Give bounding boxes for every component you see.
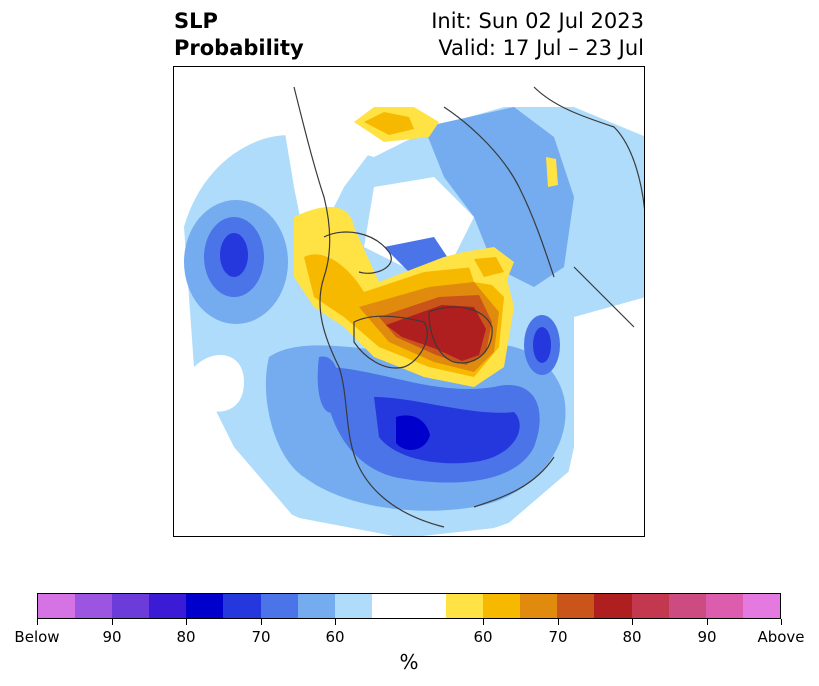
colorbar (37, 593, 781, 619)
colorbar-tick-label: Above (757, 628, 805, 646)
colorbar-tick-label: 80 (622, 628, 642, 646)
colorbar-segment (557, 594, 595, 618)
valid-range: Valid: 17 Jul – 23 Jul (438, 36, 644, 60)
colorbar-tick (632, 619, 633, 625)
colorbar-segment (705, 594, 743, 618)
map-panel (173, 66, 645, 537)
init-date: Init: Sun 02 Jul 2023 (431, 9, 644, 33)
colorbar-tick (558, 619, 559, 625)
colorbar-segment (742, 594, 780, 618)
colorbar-segment (297, 594, 335, 618)
variable-label: SLP (174, 9, 218, 33)
colorbar-tick-label: 70 (251, 628, 271, 646)
colorbar-segment (223, 594, 261, 618)
colorbar-unit: % (399, 650, 419, 674)
region-above-65-barents (474, 257, 504, 277)
region-above-60-east (546, 157, 558, 187)
colorbar-segment (446, 594, 484, 618)
product-label: Probability (174, 36, 304, 60)
region-below-75-pacific (220, 233, 248, 277)
colorbar-tick (37, 619, 38, 625)
region-above-65-siberia (364, 112, 414, 135)
colorbar-tick-label: 60 (325, 628, 345, 646)
colorbar-segment (260, 594, 298, 618)
colorbar-segment (38, 594, 76, 618)
colorbar-tick-label: 90 (697, 628, 717, 646)
colorbar-tick-label: Below (14, 628, 60, 646)
region-neutral-pole (364, 177, 474, 267)
colorbar-tick (112, 619, 113, 625)
colorbar-segment (75, 594, 113, 618)
probability-map (184, 67, 644, 536)
colorbar-tick (186, 619, 187, 625)
region-below-65-arctic (424, 107, 574, 287)
colorbar-segment (520, 594, 558, 618)
colorbar-tick-label: 60 (473, 628, 493, 646)
colorbar-segment (371, 594, 447, 618)
colorbar-segment (668, 594, 706, 618)
date-info: Init: Sun 02 Jul 2023 Valid: 17 Jul – 23… (431, 8, 644, 62)
colorbar-tick-label: 80 (176, 628, 196, 646)
region-neutral-west (194, 355, 244, 412)
colorbar-segment (631, 594, 669, 618)
colorbar-segment (186, 594, 224, 618)
colorbar-segment (112, 594, 150, 618)
coastlines (293, 86, 644, 528)
region-below-75-northeast-atlantic (533, 327, 551, 363)
region-below-70-west-coast (317, 356, 339, 413)
region-below-80-great-lakes (396, 415, 430, 450)
colorbar-tick (707, 619, 708, 625)
chart-title: SLP Probability (174, 8, 304, 62)
colorbar-tick (261, 619, 262, 625)
colorbar-tick-label: 90 (102, 628, 122, 646)
colorbar-segment (149, 594, 187, 618)
colorbar-segment (483, 594, 521, 618)
colorbar-tick-label: 70 (548, 628, 568, 646)
colorbar-tick (483, 619, 484, 625)
colorbar-segment (594, 594, 632, 618)
colorbar-tick (781, 619, 782, 625)
colorbar-tick (335, 619, 336, 625)
colorbar-segment (334, 594, 372, 618)
